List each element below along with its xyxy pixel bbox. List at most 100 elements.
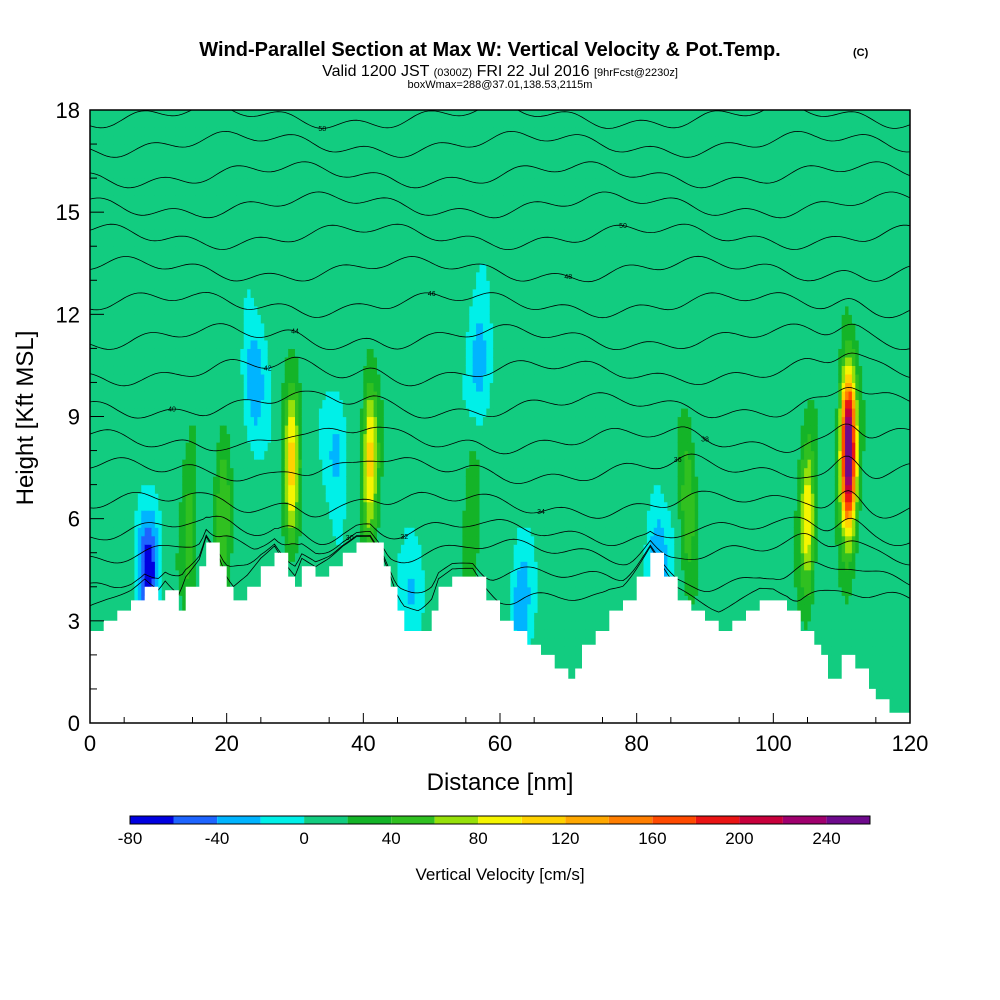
velocity-cell — [158, 365, 163, 375]
velocity-cell — [247, 195, 252, 205]
velocity-cell — [185, 314, 190, 324]
velocity-cell — [195, 127, 200, 137]
velocity-cell — [291, 450, 296, 460]
velocity-cell — [96, 442, 101, 452]
velocity-cell — [236, 442, 241, 452]
velocity-cell — [93, 484, 98, 494]
velocity-cell — [260, 416, 265, 426]
velocity-cell — [247, 220, 252, 230]
velocity-cell — [301, 263, 306, 273]
velocity-cell — [189, 484, 194, 494]
velocity-cell — [148, 433, 153, 443]
velocity-cell — [100, 280, 105, 290]
velocity-cell — [298, 416, 303, 426]
velocity-cell — [90, 127, 95, 137]
velocity-cell — [267, 373, 272, 384]
velocity-cell — [195, 280, 200, 290]
velocity-cell — [100, 484, 105, 494]
velocity-cell — [209, 493, 214, 503]
velocity-cell — [254, 442, 259, 452]
velocity-cell — [127, 237, 132, 247]
velocity-cell — [267, 476, 272, 486]
velocity-cell — [312, 127, 317, 137]
velocity-cell — [240, 322, 245, 332]
velocity-cell — [281, 510, 286, 520]
velocity-cell — [107, 186, 112, 196]
velocity-cell — [230, 169, 235, 179]
velocity-cell — [291, 348, 296, 358]
velocity-cell — [185, 484, 190, 494]
velocity-cell — [93, 603, 98, 613]
velocity-cell — [216, 348, 221, 358]
velocity-cell — [192, 450, 197, 460]
velocity-cell — [185, 356, 190, 367]
velocity-cell — [260, 510, 265, 520]
velocity-cell — [103, 603, 108, 613]
velocity-cell — [277, 382, 282, 392]
velocity-cell — [124, 484, 129, 494]
velocity-cell — [189, 237, 194, 247]
velocity-cell — [216, 203, 221, 213]
velocity-cell — [90, 152, 95, 162]
velocity-cell — [144, 433, 149, 443]
velocity-cell — [107, 237, 112, 247]
velocity-cell — [206, 186, 211, 196]
velocity-cell — [100, 390, 105, 401]
velocity-cell — [281, 425, 286, 435]
velocity-cell — [291, 135, 296, 145]
velocity-cell — [199, 186, 204, 196]
velocity-cell — [96, 612, 101, 622]
velocity-cell — [213, 425, 218, 435]
velocity-cell — [277, 450, 282, 460]
velocity-cell — [165, 314, 170, 324]
velocity-cell — [233, 127, 238, 137]
velocity-cell — [315, 552, 320, 562]
velocity-cell — [137, 152, 142, 162]
velocity-cell — [148, 110, 153, 120]
velocity-cell — [148, 518, 153, 528]
velocity-cell — [154, 331, 159, 341]
velocity-cell — [165, 169, 170, 179]
velocity-cell — [271, 484, 276, 494]
velocity-cell — [182, 195, 187, 205]
velocity-cell — [233, 110, 238, 120]
velocity-cell — [271, 356, 276, 367]
velocity-cell — [274, 220, 279, 230]
velocity-cell — [202, 356, 207, 367]
velocity-cell — [100, 229, 105, 239]
velocity-cell — [117, 459, 122, 469]
velocity-cell — [168, 178, 173, 188]
velocity-cell — [110, 586, 115, 596]
velocity-cell — [308, 450, 313, 460]
velocity-cell — [107, 271, 112, 281]
velocity-cell — [277, 280, 282, 290]
velocity-cell — [213, 416, 218, 426]
velocity-cell — [158, 450, 163, 460]
velocity-cell — [277, 110, 282, 120]
velocity-cell — [134, 254, 139, 264]
velocity-cell — [257, 569, 262, 579]
velocity-cell — [96, 527, 101, 537]
velocity-cell — [295, 356, 300, 367]
velocity-cell — [260, 527, 265, 537]
velocity-cell — [103, 314, 108, 324]
velocity-cell — [100, 203, 105, 213]
velocity-cell — [271, 433, 276, 443]
velocity-cell — [250, 382, 255, 392]
velocity-cell — [134, 237, 139, 247]
velocity-cell — [260, 178, 265, 188]
velocity-cell — [267, 229, 272, 239]
velocity-cell — [134, 297, 139, 307]
velocity-cell — [318, 569, 323, 579]
velocity-cell — [189, 373, 194, 384]
velocity-cell — [199, 110, 204, 120]
velocity-cell — [100, 476, 105, 486]
velocity-cell — [312, 535, 317, 545]
velocity-cell — [141, 407, 146, 418]
velocity-cell — [107, 612, 112, 622]
velocity-cell — [161, 390, 166, 401]
velocity-cell — [250, 331, 255, 341]
velocity-cell — [137, 433, 142, 443]
velocity-cell — [301, 135, 306, 145]
velocity-cell — [131, 348, 136, 358]
